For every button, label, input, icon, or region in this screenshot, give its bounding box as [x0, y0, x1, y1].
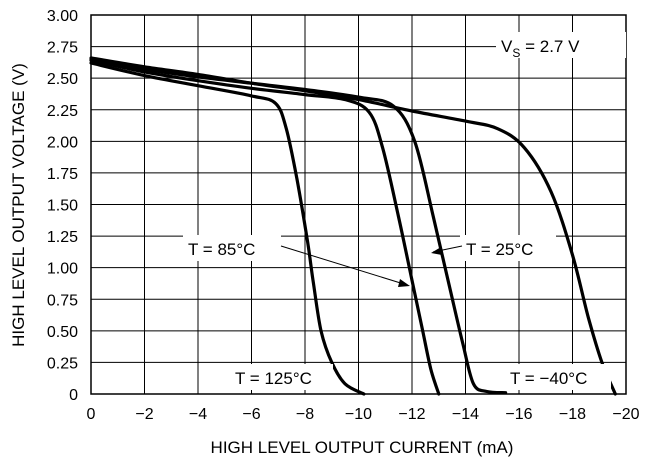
- x-tick-labels: 0 −2 −4 −6 −8 −10 −12 −14 −16 −18 −20: [87, 406, 640, 423]
- y-tick-label: 1.00: [47, 261, 78, 278]
- y-tick-label: 1.75: [47, 166, 78, 183]
- vs-label: VS = 2.7 V: [501, 37, 580, 60]
- label-125-bg: [230, 364, 333, 390]
- label-m40-bg: [505, 364, 611, 390]
- y-axis-title: HIGH LEVEL OUTPUT VOLTAGE (V): [9, 63, 28, 347]
- x-tick-label: −4: [189, 406, 207, 423]
- x-tick-label: −18: [559, 406, 586, 423]
- leader-85: [280, 245, 408, 286]
- x-tick-label: −14: [452, 406, 479, 423]
- series-group: [89, 56, 617, 396]
- plot-frame: [90, 14, 627, 395]
- label-t85: T = 85°C: [188, 240, 255, 259]
- label-tm40: T = −40°C: [510, 369, 587, 388]
- x-tick-label: −2: [135, 406, 153, 423]
- y-tick-label: 0.50: [47, 324, 78, 341]
- x-tick-label: −10: [345, 406, 372, 423]
- series-line-0: [89, 61, 366, 396]
- series-line-2: [89, 57, 508, 395]
- series-line-1: [89, 58, 441, 396]
- x-tick-label: −6: [242, 406, 260, 423]
- leader-25-arrow: [431, 247, 442, 255]
- x-tick-label: −16: [505, 406, 532, 423]
- x-tick-label: −12: [398, 406, 425, 423]
- y-tick-labels: 0 0.25 0.50 0.75 1.00 1.25 1.50 1.75 2.00 2.25 2.5…: [47, 8, 78, 404]
- leader-85-arrow: [398, 279, 410, 287]
- y-tick-label: 0.25: [47, 355, 78, 372]
- y-tick-label: 2.00: [47, 134, 78, 151]
- label-85-bg: [183, 235, 281, 261]
- series-line-3: [89, 56, 617, 396]
- y-tick-label: 0: [69, 387, 78, 404]
- label-t125: T = 125°C: [235, 369, 312, 388]
- label-25-bg: [460, 235, 556, 261]
- y-tick-label: 2.50: [47, 71, 78, 88]
- y-tick-label: 2.25: [47, 103, 78, 120]
- y-tick-label: 1.50: [47, 198, 78, 215]
- label-t25: T = 25°C: [466, 240, 533, 259]
- x-tick-label: −8: [296, 406, 314, 423]
- x-tick-label: 0: [87, 406, 96, 423]
- vs-label-bg: [496, 32, 626, 58]
- y-tick-label: 3.00: [47, 8, 78, 25]
- y-tick-label: 0.75: [47, 292, 78, 309]
- y-tick-label: 2.75: [47, 40, 78, 57]
- x-tick-label: −20: [612, 406, 639, 423]
- x-axis-title: HIGH LEVEL OUTPUT CURRENT (mA): [211, 438, 514, 457]
- y-tick-label: 1.25: [47, 229, 78, 246]
